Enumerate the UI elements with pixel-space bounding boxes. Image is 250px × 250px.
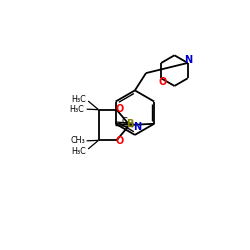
Text: H₃C: H₃C	[71, 95, 86, 104]
Text: N: N	[134, 122, 142, 132]
Text: O: O	[158, 77, 166, 87]
Text: H₃C: H₃C	[70, 105, 84, 114]
Text: O: O	[116, 104, 124, 114]
Text: H₃C: H₃C	[71, 147, 86, 156]
Text: N: N	[184, 55, 192, 65]
Text: O: O	[116, 136, 124, 146]
Text: C: C	[122, 117, 128, 126]
Text: CH₃: CH₃	[70, 136, 85, 145]
Text: B: B	[126, 119, 133, 129]
